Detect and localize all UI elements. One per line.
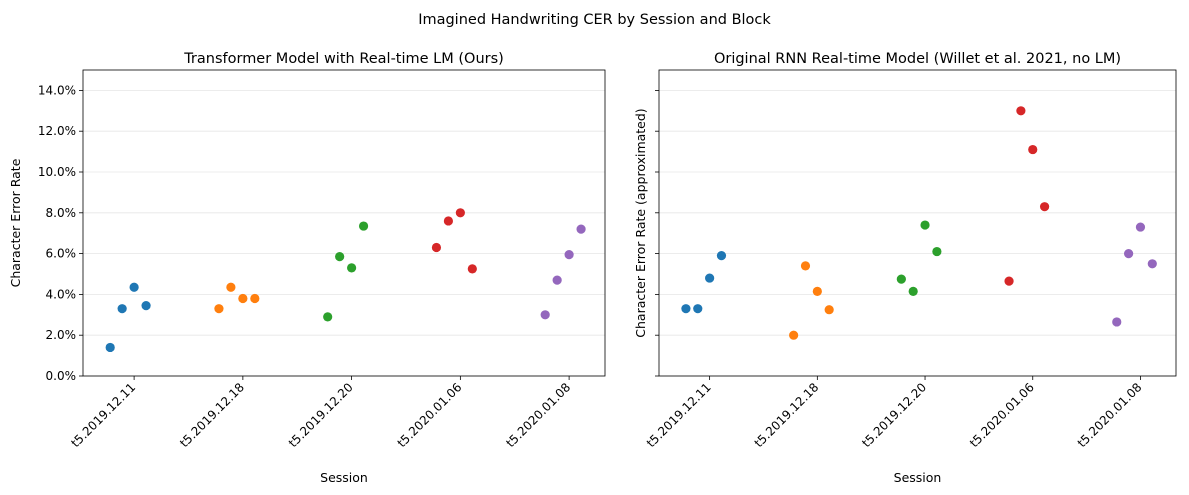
- data-point: [800, 261, 811, 271]
- data-point: [214, 304, 224, 314]
- y-tick-label: 2.0%: [46, 328, 77, 342]
- x-tick-label: t5.2019.12.20: [859, 380, 929, 450]
- data-point: [576, 224, 586, 234]
- x-tick-label: t5.2019.12.20: [286, 380, 356, 450]
- data-point: [540, 310, 550, 320]
- left-panel: 0.0% 2.0% 4.0% 6.0% 8.0% 10.0% 12.0% 14.0% t5.20…: [8, 51, 606, 485]
- data-point: [105, 342, 115, 353]
- data-point: [552, 275, 562, 285]
- data-point: [908, 286, 918, 296]
- data-point: [141, 301, 151, 311]
- data-point: [358, 221, 369, 231]
- data-point: [1135, 222, 1146, 232]
- figure-title: Imagined Handwriting CER by Session and …: [418, 12, 771, 28]
- right-panel: t5.2019.12.11 t5.2019.12.18 t5.2019.12.20 t…: [633, 51, 1177, 485]
- data-point: [335, 252, 345, 262]
- data-point: [1124, 249, 1134, 259]
- data-point: [431, 242, 442, 253]
- data-point: [896, 274, 906, 284]
- data-point: [1016, 106, 1026, 116]
- chart-title: Transformer Model with Real-time LM (Our…: [183, 51, 504, 67]
- data-point: [681, 304, 691, 314]
- data-point: [1112, 317, 1122, 327]
- data-point: [238, 293, 248, 304]
- axes-frame: [82, 69, 606, 377]
- data-point: [226, 282, 236, 292]
- x-tick-label: t5.2020.01.08: [1075, 380, 1145, 450]
- data-point: [455, 208, 465, 218]
- data-point: [250, 293, 260, 304]
- x-axis-label: Session: [320, 470, 368, 485]
- y-axis-label: Character Error Rate: [8, 158, 23, 287]
- chart-title: Original RNN Real-time Model (Willet et …: [714, 51, 1121, 67]
- y-tick-label: 8.0%: [46, 206, 77, 220]
- data-point: [1147, 259, 1157, 269]
- x-tick-label: t5.2019.12.18: [177, 380, 247, 450]
- y-tick-label: 12.0%: [38, 124, 76, 138]
- y-tick-label: 0.0%: [46, 369, 77, 383]
- data-point: [1039, 202, 1050, 212]
- data-point: [117, 304, 127, 314]
- data-point: [347, 263, 357, 273]
- data-point: [129, 282, 139, 292]
- data-point: [705, 273, 715, 283]
- x-tick-label: t5.2020.01.06: [395, 380, 465, 450]
- data-point: [323, 312, 333, 322]
- x-tick-label: t5.2020.01.06: [967, 380, 1037, 450]
- data-point: [716, 251, 727, 261]
- data-point: [693, 304, 703, 314]
- y-tick-label: 4.0%: [46, 287, 77, 301]
- data-point: [824, 305, 834, 315]
- data-point: [1004, 276, 1014, 286]
- x-tick-label: t5.2019.12.11: [68, 380, 138, 450]
- data-point: [564, 250, 574, 260]
- data-point: [443, 216, 453, 226]
- y-axis-label: Character Error Rate (approximated): [633, 108, 648, 337]
- data-point: [812, 286, 822, 296]
- y-tick-label: 14.0%: [38, 83, 76, 97]
- x-axis-label: Session: [894, 470, 942, 485]
- data-point: [789, 330, 799, 340]
- x-tick-label: t5.2019.12.11: [644, 380, 714, 450]
- data-point: [932, 246, 942, 257]
- y-tick-label: 10.0%: [38, 165, 76, 179]
- x-tick-label: t5.2020.01.08: [503, 380, 573, 450]
- y-tick-label: 6.0%: [46, 247, 77, 261]
- data-point: [467, 264, 477, 274]
- x-tick-label: t5.2019.12.18: [752, 380, 822, 450]
- data-point: [920, 220, 930, 230]
- data-point: [1028, 144, 1038, 155]
- axes-frame: [658, 69, 1177, 377]
